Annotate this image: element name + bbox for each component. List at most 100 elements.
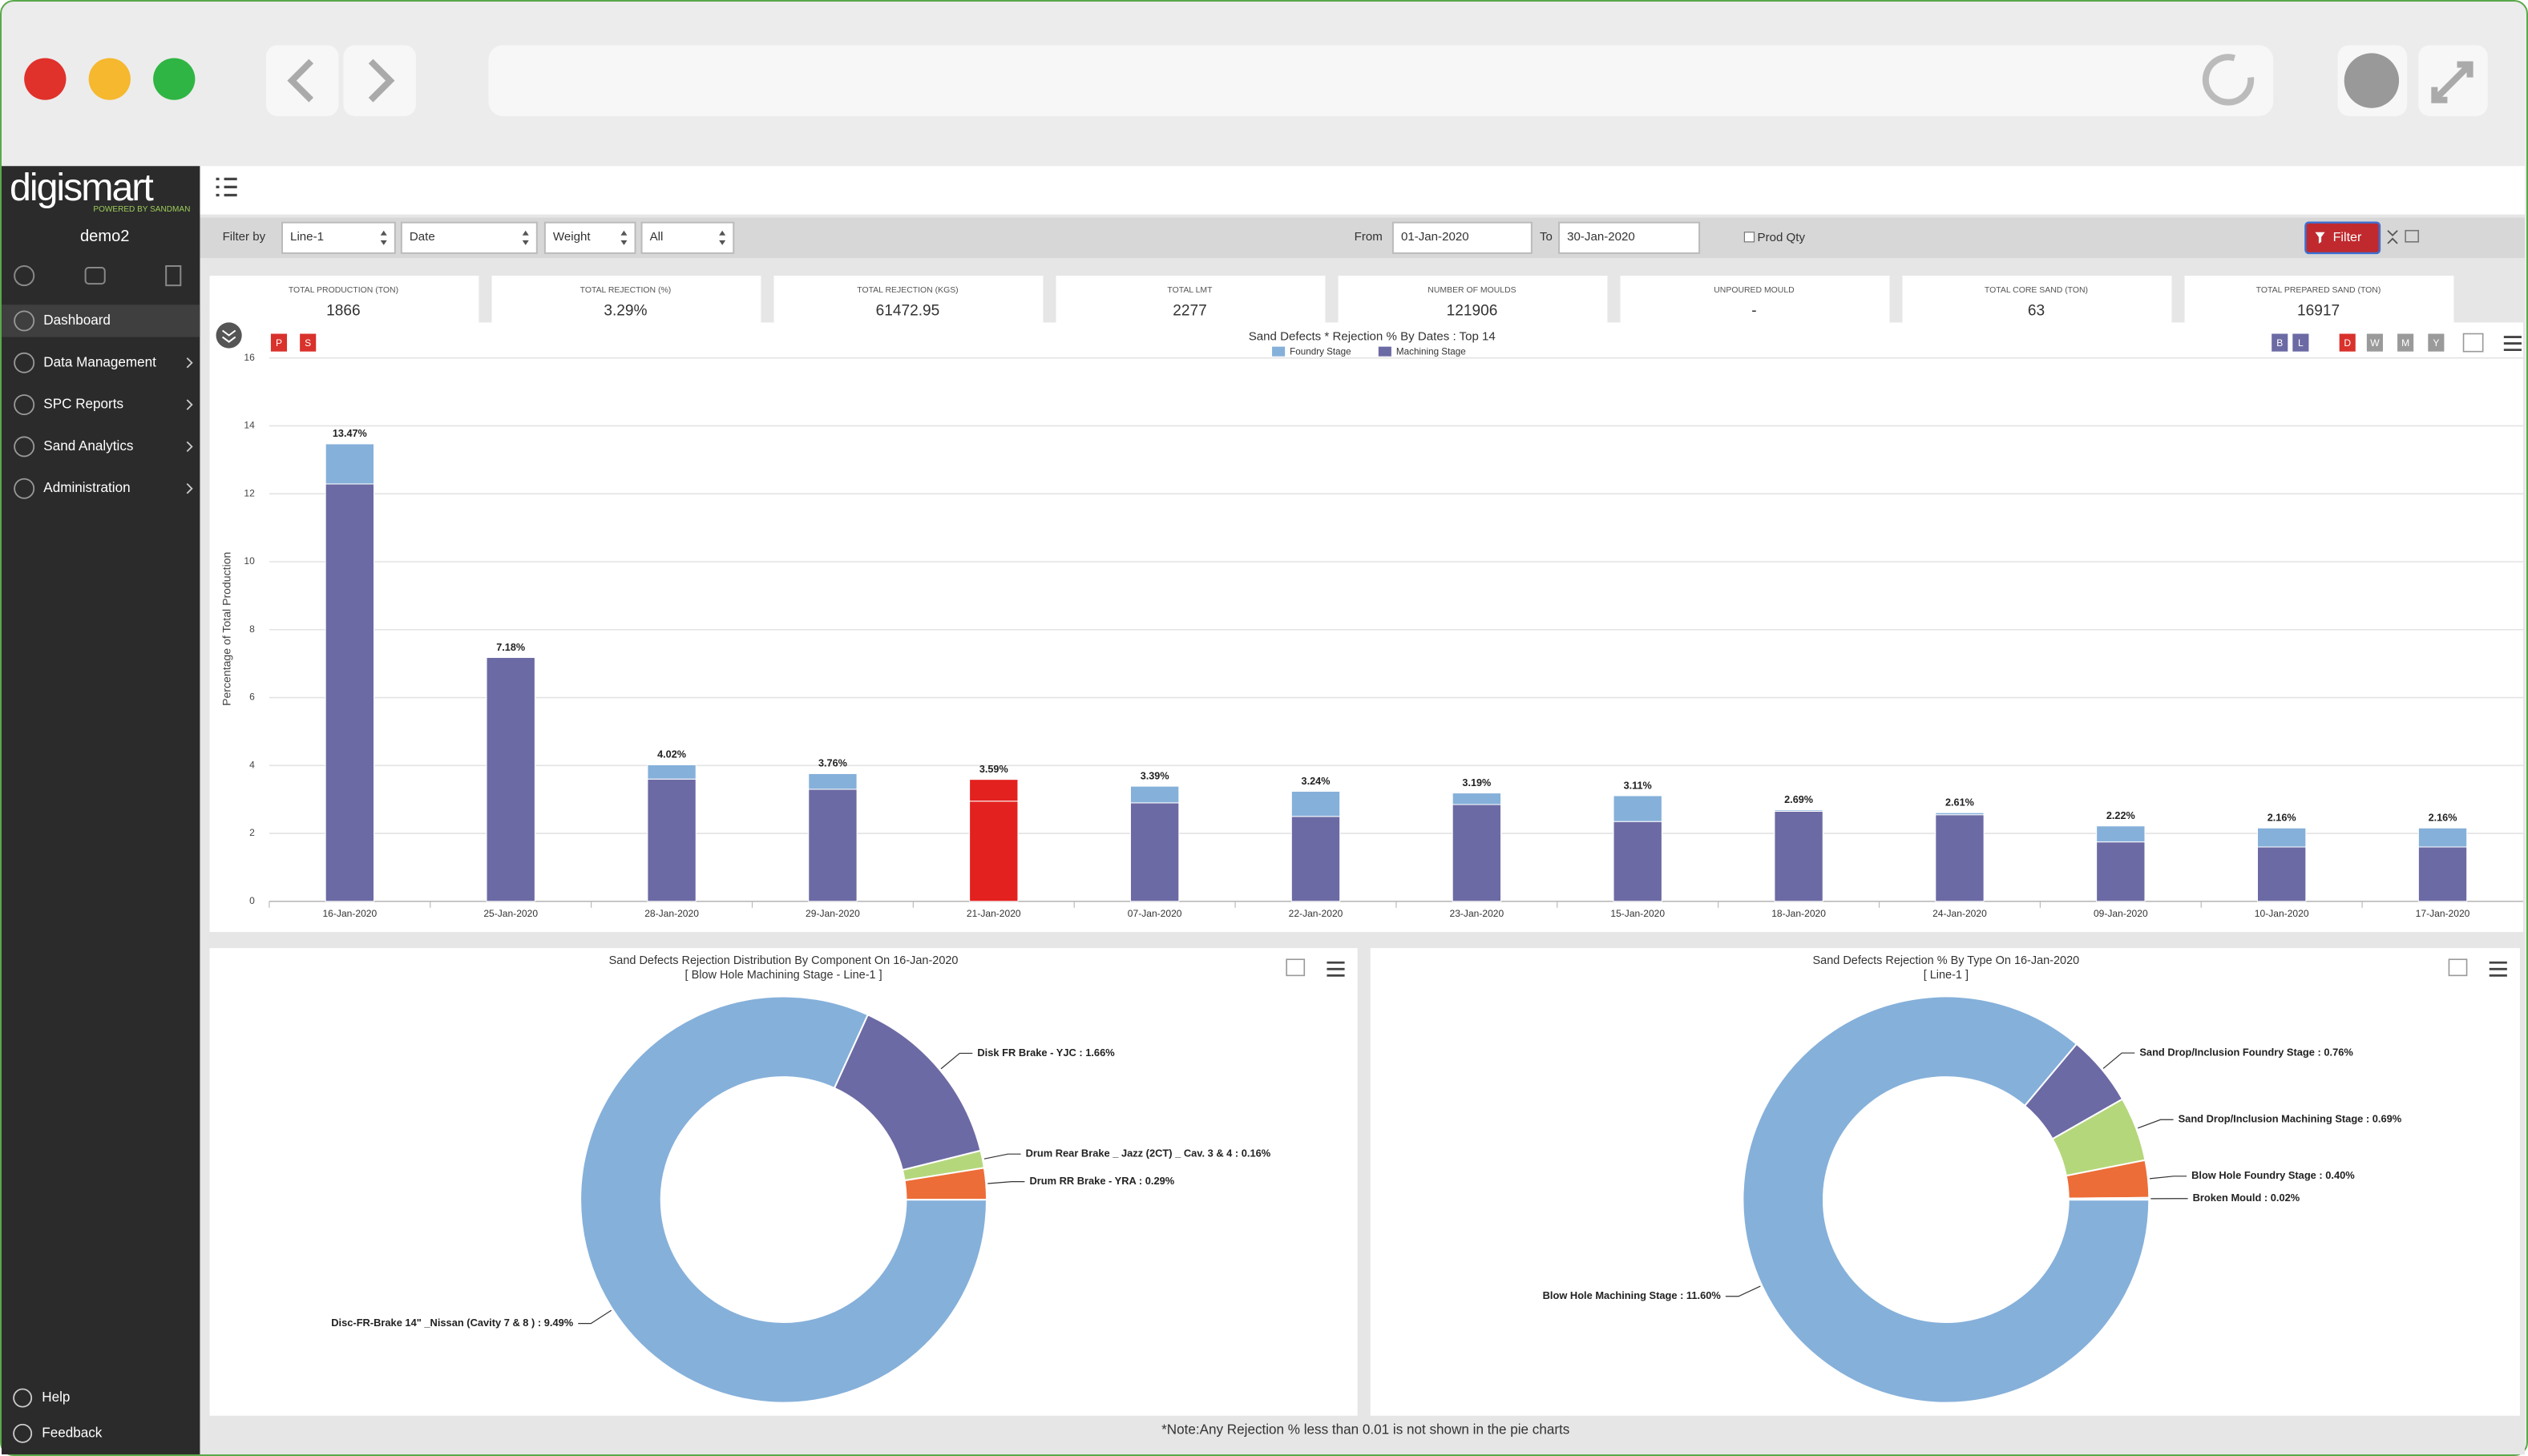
y-tick-label: 8 (249, 623, 255, 635)
forward-icon (368, 58, 395, 103)
menu-item[interactable]: Data Management (43, 354, 156, 369)
chart-period-text: Y (2433, 337, 2439, 349)
chart-period-button[interactable] (2272, 333, 2288, 352)
kpi-value: 1866 (326, 302, 361, 319)
pie-label: Disc-FR-Brake 14" _Nissan (Cavity 7 & 8 … (331, 1317, 574, 1329)
filter-button[interactable] (2304, 221, 2381, 255)
kpi-label: UNPOURED MOULD (1714, 286, 1795, 295)
select-box[interactable] (400, 221, 538, 254)
bar-chart: P S B L D W M Y 0 2 4 6 8 10 12 14 16 Foundry Stage Machin… (244, 333, 2523, 919)
select-box[interactable] (640, 221, 735, 254)
pie-subtitle: [ Line-1 ] (1924, 969, 1969, 982)
menu-arrow (186, 483, 193, 494)
menu-toggle[interactable] (216, 177, 237, 197)
menu-item[interactable]: Dashboard (43, 313, 111, 328)
filter-icon (2315, 232, 2325, 244)
pie-leader (940, 1052, 973, 1070)
logo-tagline: POWERED BY SANDMAN (93, 205, 190, 214)
bar-total-label: 3.19% (1462, 777, 1491, 788)
select-box[interactable] (543, 221, 636, 254)
maximize-button[interactable] (153, 58, 196, 100)
menu-item[interactable]: Administration (43, 480, 130, 495)
bar-segment (325, 443, 375, 485)
chart-period-button[interactable] (2366, 333, 2383, 352)
select-box[interactable] (281, 221, 396, 254)
x-tick-label: 21-Jan-2020 (967, 908, 1021, 919)
menu-icon (14, 478, 35, 499)
x-tick-label: 24-Jan-2020 (1932, 908, 1987, 919)
address-bar[interactable] (488, 45, 2274, 116)
logout-icon[interactable] (165, 265, 182, 287)
pie-label: Sand Drop/Inclusion Machining Stage : 0.… (2179, 1113, 2402, 1125)
chart-toggle-button[interactable] (300, 333, 317, 352)
x-tick-label: 28-Jan-2020 (644, 908, 699, 919)
x-tick-label: 29-Jan-2020 (806, 908, 860, 919)
kpi-card (1338, 276, 1608, 323)
x-tick-label: 23-Jan-2020 (1450, 908, 1504, 919)
minimize-button[interactable] (88, 58, 131, 100)
pie-menu[interactable] (1327, 961, 1345, 977)
pie-label: Disk FR Brake - YJC : 1.66% (977, 1047, 1115, 1059)
chart-period-button[interactable] (2339, 333, 2356, 352)
expand-icon (2431, 61, 2473, 103)
y-tick-label: 16 (244, 352, 255, 363)
bar-chart-panel (209, 322, 2523, 933)
select-value: Weight (553, 230, 591, 244)
menu-item[interactable]: Sand Analytics (43, 438, 133, 454)
pie-leader (983, 1153, 1021, 1160)
to-input[interactable] (1558, 221, 1701, 254)
bar-segment (486, 657, 535, 902)
kpi-value: 16917 (2297, 302, 2340, 319)
bar-segment (2417, 846, 2468, 902)
menu-active-bg (2, 305, 200, 337)
bar-segment (1290, 816, 1341, 902)
pie-slice (580, 995, 988, 1404)
bar-segment (1613, 795, 1662, 822)
select-arrows (719, 230, 726, 245)
pie-slice (903, 1167, 988, 1201)
pie-fullscreen[interactable] (2448, 958, 2468, 977)
collapse-icon[interactable] (2387, 230, 2398, 244)
from-input[interactable] (1391, 221, 1533, 254)
x-tick-label: 09-Jan-2020 (2094, 908, 2148, 919)
pie-menu[interactable] (2489, 961, 2507, 977)
chart-toggle-button[interactable] (270, 333, 288, 352)
profile-icon[interactable] (14, 265, 35, 287)
close-button[interactable] (24, 58, 67, 100)
forward-button[interactable] (343, 45, 416, 116)
footer-item[interactable]: Feedback (42, 1425, 103, 1440)
footer-icon (13, 1388, 33, 1408)
bar-segment (2096, 825, 2146, 843)
print-icon[interactable] (2405, 229, 2420, 243)
x-tick-label: 16-Jan-2020 (322, 908, 377, 919)
chart-menu[interactable] (2503, 336, 2522, 352)
kpi-label: TOTAL REJECTION (%) (580, 286, 672, 295)
chart-period-button[interactable] (2428, 333, 2445, 352)
bar-segment (1129, 785, 1180, 804)
footer-icon (13, 1423, 33, 1443)
chart-period-button[interactable] (2397, 333, 2414, 352)
y-tick-label: 6 (249, 692, 255, 703)
menu-arrow (186, 357, 193, 369)
chart-period-button[interactable] (2292, 333, 2309, 352)
back-icon (287, 58, 314, 103)
prod-qty-checkbox[interactable] (1743, 232, 1755, 243)
x-tick-label: 22-Jan-2020 (1289, 908, 1343, 919)
kpi-card (2184, 276, 2454, 323)
kpi-value: 61472.95 (876, 302, 940, 319)
footer-item[interactable]: Help (42, 1389, 70, 1405)
x-tick-label: 07-Jan-2020 (1128, 908, 1182, 919)
filter-label: Filter by (223, 230, 266, 244)
menu-item[interactable]: SPC Reports (43, 397, 123, 412)
menu-icon (14, 394, 35, 416)
reload-icon[interactable] (2202, 54, 2255, 106)
bar-chart-title: Sand Defects * Rejection % By Dates : To… (1249, 330, 1496, 344)
pie-fullscreen[interactable] (1286, 958, 1306, 977)
bar-segment (1774, 810, 1823, 902)
chart-fullscreen[interactable] (2462, 333, 2484, 353)
bar-total-label: 3.11% (1624, 780, 1652, 791)
back-button[interactable] (265, 45, 339, 116)
kpi-label: TOTAL LMT (1167, 286, 1213, 295)
lock-icon[interactable] (84, 267, 106, 285)
